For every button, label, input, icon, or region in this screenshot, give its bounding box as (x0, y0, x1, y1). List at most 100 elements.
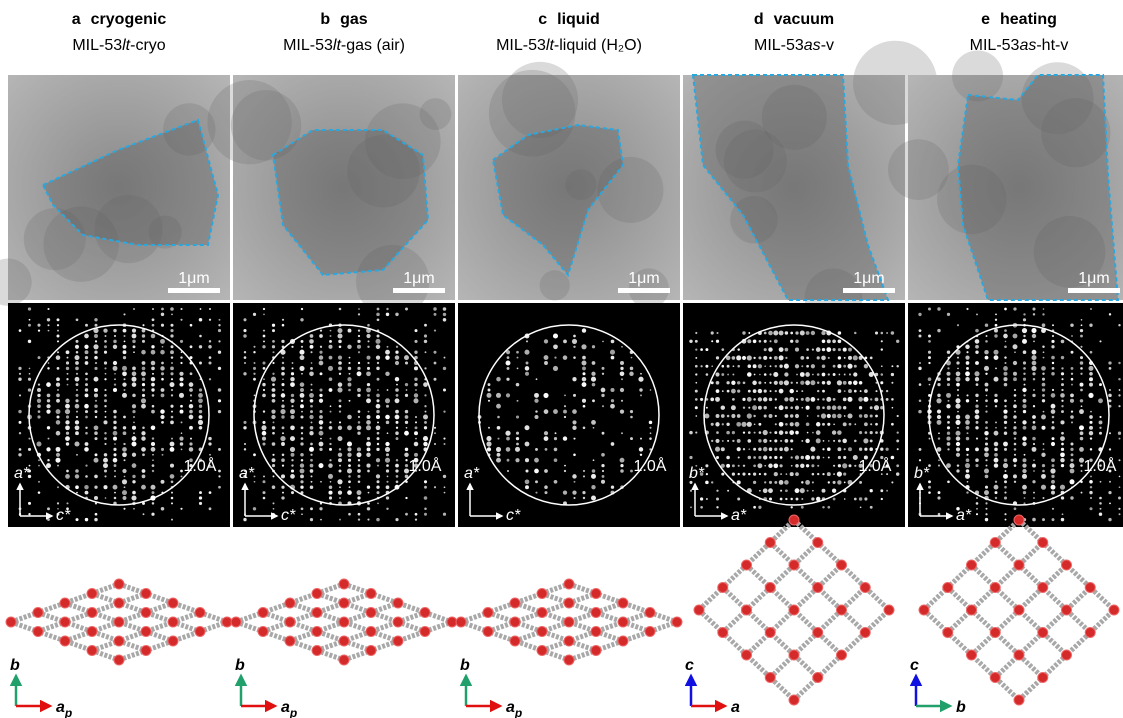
condition: liquid (557, 11, 600, 28)
metal-node (87, 608, 97, 618)
diffraction-spot (1118, 362, 1120, 364)
diffraction-spot (395, 464, 399, 468)
diffraction-spot (357, 425, 362, 430)
diffraction-spot (142, 340, 145, 343)
diffraction-spot (737, 348, 739, 350)
diffraction-spot (329, 421, 331, 423)
diffraction-spot (56, 409, 61, 414)
diffraction-spot (291, 346, 293, 348)
diffraction-spot (806, 365, 809, 368)
diffraction-spot (881, 332, 884, 335)
diffraction-spot (124, 476, 126, 478)
diffraction-spot (152, 464, 155, 467)
diffraction-spot (367, 324, 370, 327)
diffraction-spot (975, 409, 980, 414)
diffraction-spot (1080, 373, 1082, 375)
diffraction-spot (779, 381, 783, 385)
diffraction-spot (937, 394, 940, 397)
diffraction-spot (319, 426, 322, 429)
diffraction-spot (975, 345, 979, 349)
diffraction-spot (1051, 393, 1056, 398)
metal-node (813, 673, 823, 683)
diffraction-spot (329, 496, 332, 499)
diffraction-spot (66, 367, 69, 370)
metal-node (860, 583, 870, 593)
diffraction-spot (1108, 361, 1111, 364)
metal-node (87, 646, 97, 656)
diffraction-spot (377, 432, 380, 435)
diffraction-spot (801, 440, 803, 442)
diffraction-spot (875, 397, 879, 401)
diffraction-spot (789, 397, 794, 402)
diffraction-spot (387, 476, 389, 478)
diffraction-spot (1079, 409, 1084, 414)
diffraction-spot (310, 454, 312, 456)
diffraction-spot (791, 506, 793, 508)
panel-letter: d (754, 11, 764, 28)
diffraction-spot (1060, 485, 1065, 490)
diffraction-spot (386, 313, 389, 316)
diffraction-spot (85, 388, 88, 391)
diffraction-spot (358, 308, 360, 310)
diffraction-spot (695, 332, 697, 334)
diffraction-pattern (458, 303, 680, 527)
diffraction-spot (1089, 491, 1092, 494)
diffraction-spot (822, 489, 826, 493)
diffraction-spot (817, 465, 819, 467)
diffraction-spot (424, 480, 427, 483)
diffraction-spot (773, 372, 778, 377)
diffraction-spot (847, 364, 852, 369)
diffraction-spot (28, 307, 31, 310)
diffraction-spot (1014, 421, 1016, 423)
diffraction-spot (572, 377, 576, 381)
axis-subscript: p (514, 706, 522, 718)
diffraction-spot (965, 345, 970, 350)
diffraction-spot (281, 442, 285, 446)
diffraction-spot (57, 486, 59, 488)
diffraction-spot (870, 431, 873, 434)
diffraction-spot (358, 335, 360, 337)
metal-node (141, 627, 151, 637)
diffraction-spot (849, 373, 851, 375)
diffraction-spot (76, 351, 79, 354)
diffraction-spot (142, 361, 146, 365)
diffraction-spot (1061, 340, 1065, 344)
diffraction-spot (94, 393, 98, 397)
diffraction-spot (721, 373, 724, 376)
metal-node (537, 608, 547, 618)
diffraction-spot (1031, 366, 1036, 371)
diffraction-spot (1051, 426, 1054, 429)
scale-bar (168, 288, 220, 293)
diffraction-spot (1004, 431, 1007, 434)
metal-node (195, 627, 205, 637)
diffraction-spot (919, 383, 922, 386)
diffraction-spot (544, 469, 548, 473)
diffraction-spot (161, 362, 164, 365)
diffraction-spot (791, 456, 793, 458)
diffraction-spot (29, 373, 31, 375)
diffraction-spot (320, 329, 322, 331)
diffraction-spot (689, 456, 692, 459)
diffraction-spot (57, 351, 59, 353)
diffraction-spot (928, 356, 931, 359)
diffraction-spot (66, 470, 69, 473)
diffraction-spot (198, 398, 203, 403)
diffraction-spot (262, 437, 266, 441)
diffraction-spot (366, 425, 371, 430)
diffraction-spot (160, 350, 165, 355)
diffraction-spot (171, 362, 173, 364)
diffraction-spot (311, 481, 313, 483)
diffraction-spot (733, 365, 735, 367)
metal-node (366, 627, 376, 637)
diffraction-spot (1060, 452, 1065, 457)
diffraction-spot (805, 380, 810, 385)
diffraction-spot (199, 502, 202, 505)
diffraction-spot (929, 384, 931, 386)
diffraction-spot (1070, 448, 1073, 451)
diffraction-spot (1042, 399, 1045, 402)
diffraction-spot (985, 356, 989, 360)
metal-node (564, 598, 574, 608)
diffraction-spot (85, 410, 88, 413)
diffraction-spot (123, 508, 125, 510)
diffraction-spot (650, 389, 652, 391)
